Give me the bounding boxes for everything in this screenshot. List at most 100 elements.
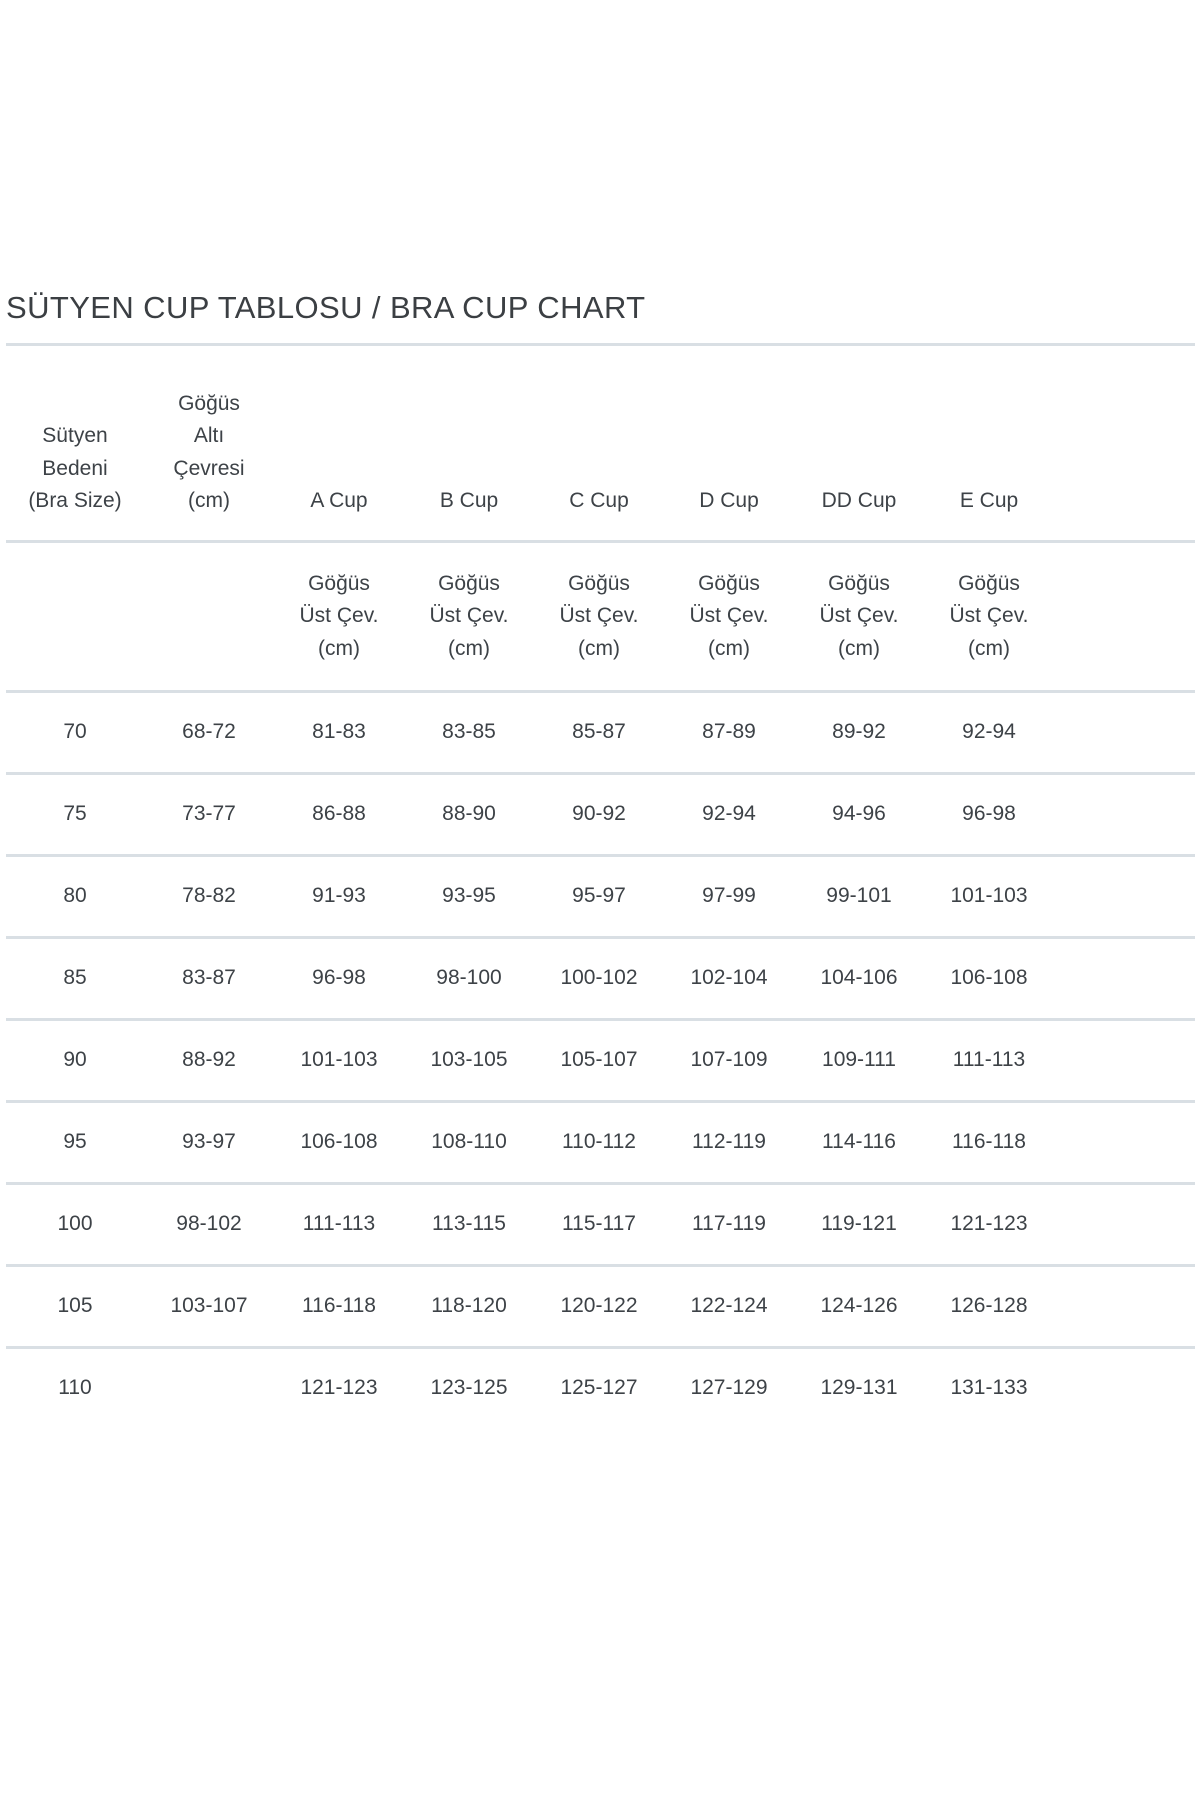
table-cell: 102-104 xyxy=(664,937,794,1021)
table-cell: 97-99 xyxy=(664,855,794,939)
table-cell: 95 xyxy=(6,1101,144,1185)
table-cell: 88-92 xyxy=(144,1019,274,1103)
table-cell: 100 xyxy=(6,1183,144,1267)
table-row-size-75: 75 73-77 86-88 88-90 90-92 92-94 94-96 9… xyxy=(6,773,1195,857)
table-cell: 98-100 xyxy=(404,937,534,1021)
table-cell: 88-90 xyxy=(404,773,534,857)
table-cell: 129-131 xyxy=(820,1376,898,1400)
table-cell: 78-82 xyxy=(144,855,274,939)
table-cell: 112-119 xyxy=(664,1101,794,1185)
table-cell: 68-72 xyxy=(144,691,274,775)
table-cell: 118-120 xyxy=(404,1265,534,1349)
table-cell: 124-126 xyxy=(794,1265,924,1349)
table-cell: 119-121 xyxy=(794,1183,924,1267)
table-cell: 116-118 xyxy=(924,1101,1054,1185)
table-cell: 125-127 xyxy=(560,1376,638,1400)
table-cell: 100-102 xyxy=(534,937,664,1021)
table-cell: 127-129 xyxy=(690,1376,768,1400)
table-cell-filler xyxy=(1054,937,1195,1021)
table-cell: 96-98 xyxy=(274,937,404,1021)
column-header-e-cup: E Cup xyxy=(924,344,1054,543)
column-header-c-cup: C Cup xyxy=(534,344,664,543)
table-cell: 93-97 xyxy=(144,1101,274,1185)
table-cell: 110 xyxy=(58,1376,92,1400)
table-row-size-95: 95 93-97 106-108 108-110 110-112 112-119… xyxy=(6,1101,1195,1185)
table-cell: 81-83 xyxy=(274,691,404,775)
bra-cup-chart-page: SÜTYEN CUP TABLOSU / BRA CUP CHART Sütye… xyxy=(6,290,1195,1428)
table-row-size-105: 105 103-107 116-118 118-120 120-122 122-… xyxy=(6,1265,1195,1349)
table-cell: 103-105 xyxy=(404,1019,534,1103)
table-cell: 122-124 xyxy=(664,1265,794,1349)
table-cell-filler xyxy=(1054,1101,1195,1185)
table-row-size-70: 70 68-72 81-83 83-85 85-87 87-89 89-92 9… xyxy=(6,691,1195,775)
column-header-underbust: Göğüs Altı Çevresi (cm) xyxy=(144,344,274,543)
table-cell: 89-92 xyxy=(794,691,924,775)
subheader-a-cup-overbust: Göğüs Üst Çev. (cm) xyxy=(274,541,404,693)
table-cell: 115-117 xyxy=(534,1183,664,1267)
table-cell: 95-97 xyxy=(534,855,664,939)
table-cell: 121-123 xyxy=(924,1183,1054,1267)
table-cell: 92-94 xyxy=(924,691,1054,775)
subheader-c-cup-overbust: Göğüs Üst Çev. (cm) xyxy=(534,541,664,693)
table-cell: 105 xyxy=(6,1265,144,1349)
table-row-size-90: 90 88-92 101-103 103-105 105-107 107-109… xyxy=(6,1019,1195,1103)
table-cell: 120-122 xyxy=(534,1265,664,1349)
table-cell: 113-115 xyxy=(404,1183,534,1267)
table-row-size-110: 110 121-123 123-125 125-127 127-129 129-… xyxy=(6,1348,1195,1429)
table-cell: 90 xyxy=(6,1019,144,1103)
table-row-size-100: 100 98-102 111-113 113-115 115-117 117-1… xyxy=(6,1183,1195,1267)
table-cell: 107-109 xyxy=(664,1019,794,1103)
column-header-dd-cup: DD Cup xyxy=(794,344,924,543)
table-row-size-80: 80 78-82 91-93 93-95 95-97 97-99 99-101 … xyxy=(6,855,1195,939)
table-cell-filler xyxy=(1054,691,1195,775)
table-cell: 73-77 xyxy=(144,773,274,857)
table-cell-filler xyxy=(1054,1265,1195,1349)
column-header-a-cup: A Cup xyxy=(274,344,404,543)
table-cell: 83-87 xyxy=(144,937,274,1021)
table-cell: 92-94 xyxy=(664,773,794,857)
table-cell: 96-98 xyxy=(924,773,1054,857)
table-cell: 85-87 xyxy=(534,691,664,775)
table-cell: 114-116 xyxy=(794,1101,924,1185)
table-cell: 75 xyxy=(6,773,144,857)
table-cell: 131-133 xyxy=(950,1376,1028,1400)
table-cell: 104-106 xyxy=(794,937,924,1021)
table-cell: 101-103 xyxy=(924,855,1054,939)
table-cell: 106-108 xyxy=(274,1101,404,1185)
subheader-b-cup-overbust: Göğüs Üst Çev. (cm) xyxy=(404,541,534,693)
table-header-row-1: Sütyen Bedeni (Bra Size) Göğüs Altı Çevr… xyxy=(6,344,1195,543)
table-cell-filler xyxy=(1054,773,1195,857)
subheader-bra-size-empty xyxy=(6,541,144,693)
table-cell: 85 xyxy=(6,937,144,1021)
table-cell: 70 xyxy=(6,691,144,775)
table-cell: 103-107 xyxy=(144,1265,274,1349)
table-cell-filler xyxy=(1054,1348,1195,1429)
table-cell: 98-102 xyxy=(144,1183,274,1267)
table-cell: 123-125 xyxy=(430,1376,508,1400)
bra-cup-chart-table: Sütyen Bedeni (Bra Size) Göğüs Altı Çevr… xyxy=(6,343,1195,1428)
subheader-underbust-empty xyxy=(144,541,274,693)
column-header-bra-size: Sütyen Bedeni (Bra Size) xyxy=(6,344,144,543)
table-cell: 83-85 xyxy=(404,691,534,775)
table-cell: 86-88 xyxy=(274,773,404,857)
table-cell: 121-123 xyxy=(300,1376,378,1400)
table-cell-filler xyxy=(1054,855,1195,939)
table-cell: 101-103 xyxy=(274,1019,404,1103)
table-cell: 111-113 xyxy=(924,1019,1054,1103)
table-cell: 91-93 xyxy=(274,855,404,939)
table-cell: 90-92 xyxy=(534,773,664,857)
page-title: SÜTYEN CUP TABLOSU / BRA CUP CHART xyxy=(6,290,646,325)
table-cell: 80 xyxy=(6,855,144,939)
column-header-filler xyxy=(1054,344,1195,543)
table-row-size-85: 85 83-87 96-98 98-100 100-102 102-104 10… xyxy=(6,937,1195,1021)
table-header-row-2: Göğüs Üst Çev. (cm) Göğüs Üst Çev. (cm) … xyxy=(6,541,1195,693)
table-cell xyxy=(144,1348,274,1429)
table-cell: 93-95 xyxy=(404,855,534,939)
table-cell: 109-111 xyxy=(794,1019,924,1103)
column-header-b-cup: B Cup xyxy=(404,344,534,543)
table-cell: 108-110 xyxy=(404,1101,534,1185)
subheader-dd-cup-overbust: Göğüs Üst Çev. (cm) xyxy=(794,541,924,693)
table-cell-filler xyxy=(1054,1183,1195,1267)
subheader-filler xyxy=(1054,541,1195,693)
table-cell: 106-108 xyxy=(924,937,1054,1021)
